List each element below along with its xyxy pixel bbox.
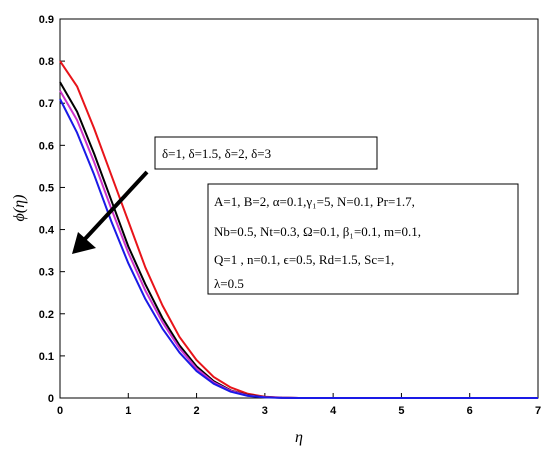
y-tick-label: 0.5 (39, 182, 54, 194)
x-tick-label: 0 (57, 405, 63, 417)
y-tick-label: 0.7 (39, 98, 54, 110)
parameters-line-2: Nb=0.5, Nt=0.3, Ω=0.1, β₁=0.1, m=0.1, (214, 224, 421, 239)
x-tick-label: 3 (262, 405, 268, 417)
y-tick-label: 0.3 (39, 267, 54, 279)
y-tick-label: 0.9 (39, 14, 54, 26)
y-tick-label: 0.4 (39, 225, 55, 237)
y-tick-label: 0.6 (39, 140, 54, 152)
parameters-box (207, 183, 519, 295)
y-tick-label: 0.2 (39, 309, 54, 321)
y-tick-label: 0.8 (39, 56, 54, 68)
x-tick-label: 6 (467, 405, 473, 417)
parameters-line-3: Q=1 , n=0.1, ϵ=0.5, Rd=1.5, Sc=1, (214, 252, 394, 267)
series-line-4 (59, 98, 538, 399)
x-tick-label: 4 (330, 405, 337, 417)
y-tick-label: 0.1 (39, 351, 54, 363)
trend-arrow-head (72, 232, 96, 254)
y-axis-title: ϕ(η) (11, 195, 28, 222)
x-tick-label: 5 (398, 405, 404, 417)
x-axis-title: η (295, 429, 303, 446)
delta-annotation-box (154, 136, 378, 170)
y-tick-label: 0 (48, 393, 54, 405)
delta-annotation-text: δ=1, δ=1.5, δ=2, δ=3 (162, 146, 271, 161)
x-tick-label: 7 (535, 405, 541, 417)
trend-arrow-shaft (82, 170, 149, 242)
parameters-line-4: λ=0.5 (214, 276, 244, 291)
parameters-line-1: A=1, B=2, α=0.1,γ₁=5, N=0.1, Pr=1.7, (214, 194, 415, 209)
x-tick-label: 2 (194, 405, 200, 417)
x-tick-label: 1 (125, 405, 131, 417)
series-lines (59, 60, 538, 399)
